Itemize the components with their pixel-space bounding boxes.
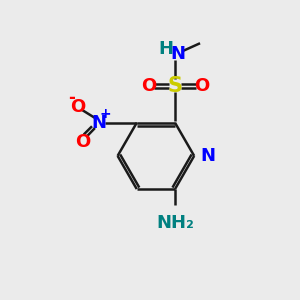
Text: O: O — [141, 77, 156, 95]
Text: NH₂: NH₂ — [156, 214, 194, 232]
Text: H: H — [158, 40, 173, 58]
Text: S: S — [167, 76, 182, 96]
Text: N: N — [170, 44, 185, 62]
Text: O: O — [75, 133, 90, 151]
Text: +: + — [99, 107, 111, 122]
Text: O: O — [70, 98, 85, 116]
Text: -: - — [68, 89, 75, 107]
Text: N: N — [91, 114, 106, 132]
Text: N: N — [200, 147, 215, 165]
Text: O: O — [194, 77, 209, 95]
